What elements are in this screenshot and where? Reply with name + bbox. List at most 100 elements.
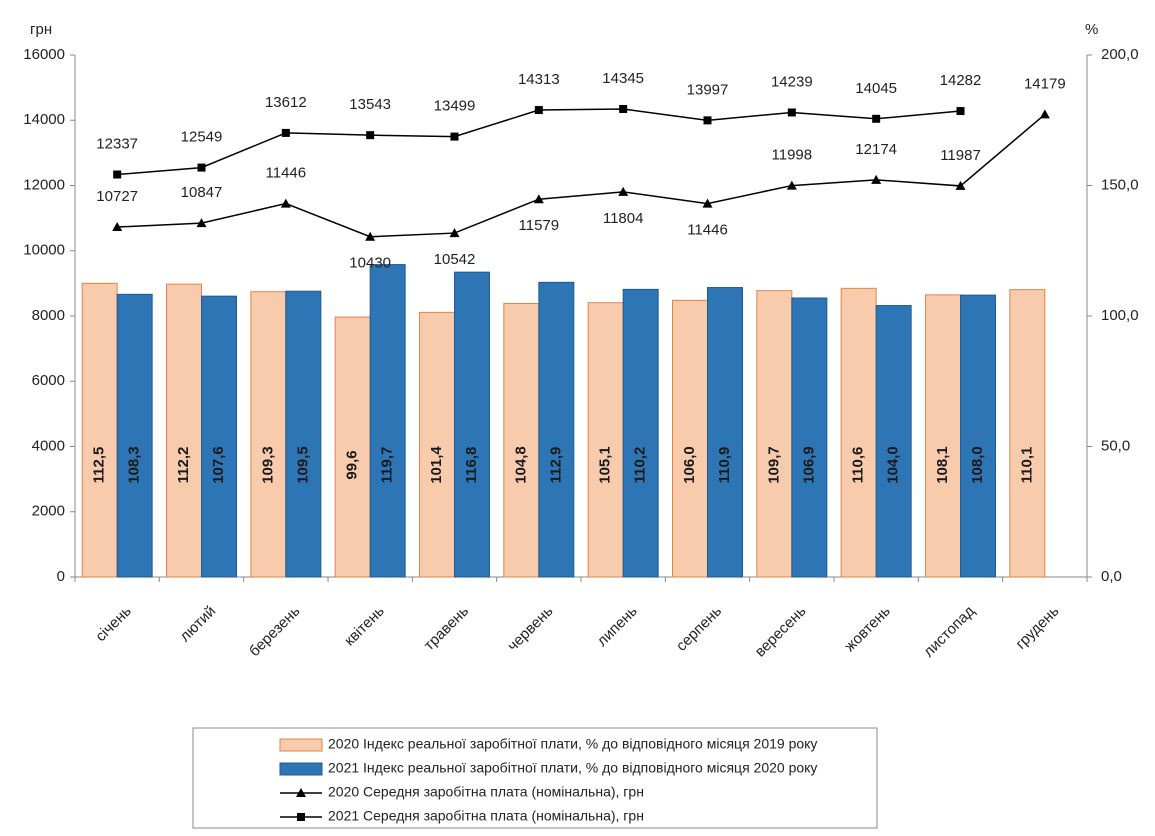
bar-value-label: 108,0 bbox=[969, 446, 986, 484]
x-tick-label: серпень bbox=[673, 602, 725, 654]
bar bbox=[419, 311, 455, 578]
data-label: 14345 bbox=[602, 70, 644, 87]
legend-swatch bbox=[279, 738, 323, 752]
y-tick-label: 2000 bbox=[32, 503, 65, 520]
bar bbox=[166, 283, 202, 578]
y2-tick-label: 50,0 bbox=[1101, 437, 1130, 454]
data-label: 13543 bbox=[349, 96, 391, 113]
marker bbox=[449, 228, 460, 238]
marker bbox=[1039, 109, 1050, 119]
marker bbox=[956, 107, 965, 116]
y-tick-label: 12000 bbox=[23, 176, 65, 193]
bar bbox=[622, 288, 659, 578]
bar-value-label: 112,2 bbox=[175, 447, 192, 484]
bar bbox=[960, 294, 996, 578]
marker bbox=[618, 186, 629, 196]
marker bbox=[281, 128, 290, 137]
bar-value-label: 110,2 bbox=[632, 447, 649, 484]
marker bbox=[366, 131, 375, 140]
marker bbox=[112, 222, 123, 232]
data-label: 10430 bbox=[349, 255, 391, 272]
y2-tick-label: 150,0 bbox=[1101, 176, 1139, 193]
bar-value-label: 112,9 bbox=[547, 447, 564, 484]
x-tick-label: червень bbox=[504, 602, 556, 654]
bar-value-label: 110,6 bbox=[850, 447, 867, 484]
x-tick-label: квітень bbox=[341, 602, 388, 649]
data-label: 11446 bbox=[687, 222, 728, 239]
bar bbox=[587, 302, 624, 578]
data-label: 14179 bbox=[1024, 75, 1066, 92]
bar-value-label: 104,0 bbox=[885, 446, 902, 484]
marker bbox=[955, 180, 966, 190]
data-label: 11446 bbox=[266, 165, 307, 182]
bar-value-label: 119,7 bbox=[379, 447, 396, 484]
x-tick-label: травень bbox=[421, 602, 473, 654]
bar-value-label: 116,8 bbox=[463, 447, 480, 484]
x-tick-label: січень bbox=[92, 602, 135, 645]
data-label: 14045 bbox=[855, 80, 897, 97]
y-tick-label: 0 bbox=[57, 568, 65, 585]
legend-marker bbox=[296, 788, 306, 797]
marker bbox=[871, 174, 882, 184]
y2-tick-label: 200,0 bbox=[1101, 46, 1139, 63]
line bbox=[117, 113, 1046, 238]
bar-value-label: 110,1 bbox=[1018, 447, 1035, 484]
y2-tick-label: 0,0 bbox=[1101, 568, 1122, 585]
data-label: 10847 bbox=[181, 184, 223, 201]
data-label: 14313 bbox=[518, 71, 560, 88]
bar bbox=[875, 305, 912, 578]
y-tick-label: 8000 bbox=[32, 307, 65, 324]
data-label: 13612 bbox=[265, 94, 307, 111]
data-label: 11998 bbox=[772, 147, 813, 164]
bar bbox=[201, 295, 237, 578]
bar bbox=[925, 294, 961, 578]
marker bbox=[703, 116, 712, 125]
bar-value-label: 108,1 bbox=[934, 446, 951, 484]
bar bbox=[334, 316, 371, 578]
legend-label: 2021 Індекс реальної заробітної плати, %… bbox=[328, 760, 817, 776]
bar-value-label: 112,5 bbox=[91, 447, 108, 484]
data-label: 12174 bbox=[855, 141, 897, 158]
bar-value-label: 106,9 bbox=[800, 446, 817, 484]
bar bbox=[1009, 289, 1046, 578]
bar bbox=[538, 281, 575, 578]
marker bbox=[533, 194, 544, 204]
x-tick-label: вересень bbox=[752, 602, 810, 660]
bar-value-label: 106,0 bbox=[681, 446, 698, 484]
bar-value-label: 99,6 bbox=[344, 450, 361, 479]
bar-value-label: 109,7 bbox=[765, 446, 782, 484]
marker bbox=[280, 198, 291, 208]
bar bbox=[840, 287, 877, 578]
bar bbox=[672, 299, 708, 578]
bar bbox=[791, 297, 828, 578]
bar-value-label: 109,3 bbox=[259, 446, 276, 484]
marker bbox=[786, 180, 797, 190]
marker bbox=[872, 114, 881, 123]
line bbox=[117, 108, 961, 176]
data-label: 14239 bbox=[771, 73, 813, 90]
y-tick-label: 10000 bbox=[23, 242, 65, 259]
marker bbox=[787, 108, 796, 117]
y-tick-label: 4000 bbox=[32, 437, 65, 454]
y2-axis-label: % bbox=[1085, 21, 1098, 38]
data-label: 11987 bbox=[940, 147, 981, 164]
y-tick-label: 16000 bbox=[23, 46, 65, 63]
y-axis-label: грн bbox=[30, 21, 52, 38]
marker bbox=[619, 104, 628, 113]
bar-value-label: 105,1 bbox=[597, 446, 614, 484]
bar-value-label: 101,4 bbox=[428, 446, 445, 484]
marker bbox=[196, 218, 207, 228]
bar bbox=[81, 282, 118, 578]
x-tick-label: березень bbox=[246, 602, 304, 660]
legend-swatch bbox=[279, 762, 323, 776]
x-tick-label: липень bbox=[594, 602, 641, 649]
data-label: 12337 bbox=[96, 135, 138, 152]
marker bbox=[450, 132, 459, 141]
y-tick-label: 14000 bbox=[23, 111, 65, 128]
bar bbox=[250, 291, 287, 578]
bar bbox=[285, 290, 322, 578]
marker bbox=[702, 198, 713, 208]
data-label: 14282 bbox=[940, 72, 982, 89]
legend-marker bbox=[297, 813, 305, 821]
